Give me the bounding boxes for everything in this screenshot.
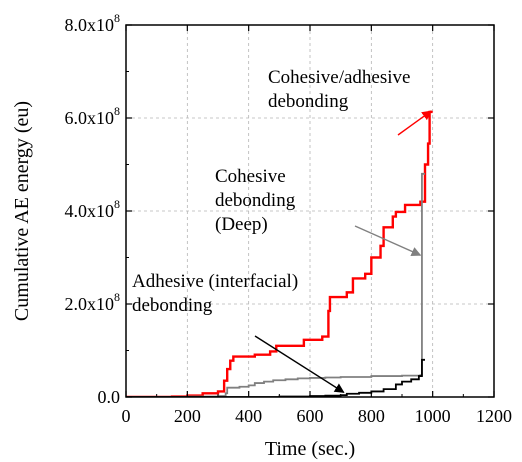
annotation-arrow-0 — [397, 110, 432, 136]
annotation-1-line-1: debonding — [215, 190, 296, 211]
annotation-1-line-2: (Deep) — [215, 214, 268, 235]
x-tick-label-1: 200 — [174, 406, 201, 426]
ticks: 0 200 400 600 800 1000 1200 0.0 2.0x108 4.0x108 6.… — [65, 11, 513, 426]
x-tick-label-6: 1200 — [476, 406, 512, 426]
annotation-arrow-2 — [254, 335, 345, 393]
x-tick-label-0: 0 — [122, 406, 131, 426]
y-tick-label-4: 8.0x108 — [65, 11, 121, 35]
annotation-2-line-0: Adhesive (interfacial) — [132, 271, 298, 292]
series-line-2 — [126, 358, 425, 397]
y-tick-label-3: 6.0x108 — [65, 104, 121, 128]
x-tick-label-2: 400 — [235, 406, 262, 426]
series-line-1 — [126, 172, 425, 397]
y-tick-label-1: 2.0x108 — [65, 290, 121, 314]
annotations: Cohesive/adhesive debonding Cohesive debond… — [132, 67, 432, 393]
grid — [126, 25, 494, 397]
annotation-0-line-1: debonding — [268, 91, 349, 112]
x-tick-label-4: 800 — [358, 406, 385, 426]
y-tick-label-2: 4.0x108 — [65, 197, 121, 221]
annotation-arrow-1 — [354, 225, 422, 257]
y-tick-label-0: 0.0 — [98, 387, 121, 407]
series-layer — [126, 110, 433, 397]
annotation-1-line-0: Cohesive — [215, 166, 286, 187]
x-axis-title: Time (sec.) — [265, 438, 355, 460]
annotation-0-line-0: Cohesive/adhesive — [268, 67, 410, 88]
annotation-2-line-1: debonding — [132, 295, 213, 316]
x-tick-label-5: 1000 — [415, 406, 451, 426]
series-line-0 — [126, 110, 433, 397]
y-axis-title: Cumulative AE energy (eu) — [11, 101, 33, 321]
x-tick-label-3: 600 — [297, 406, 324, 426]
